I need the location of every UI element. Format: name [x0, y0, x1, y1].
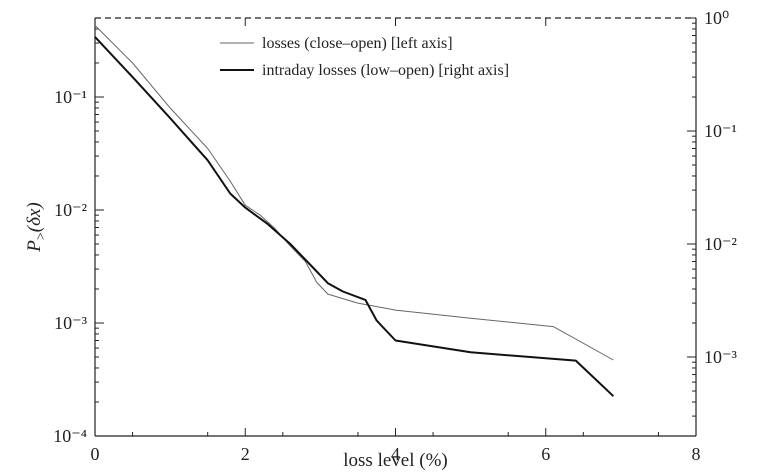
y-axis-title: P>(δx)	[24, 202, 49, 252]
series-line-intraday	[94, 36, 615, 397]
series-layer	[94, 25, 615, 397]
x-tick-label: 4	[391, 444, 400, 464]
right-tick-label: 10⁻²	[704, 234, 737, 254]
left-tick-label: 10⁻⁴	[53, 426, 87, 446]
right-tick-label: 10⁻¹	[704, 121, 737, 141]
axes-layer: 0 2 4 6 8 10⁻¹ 10⁻² 10⁻³ 10⁻⁴ 10⁰ 10⁻¹ 10⁻² 10⁻³	[53, 8, 737, 464]
series-line-close-open	[94, 25, 614, 361]
left-tick-label: 10⁻³	[54, 313, 88, 333]
right-tick-label: 10⁰	[704, 8, 729, 28]
legend-label-close-open: losses (close–open) [left axis]	[262, 35, 453, 52]
x-tick-label: 8	[692, 444, 701, 464]
left-tick-label: 10⁻¹	[54, 87, 87, 107]
left-tick-label: 10⁻²	[54, 200, 87, 220]
x-tick-label: 0	[91, 444, 100, 464]
legend: losses (close–open) [left axis] intraday…	[220, 35, 509, 79]
legend-label-intraday: intraday losses (low–open) [right axis]	[262, 62, 509, 79]
x-axis-title: loss level (%)	[343, 450, 447, 471]
right-tick-label: 10⁻³	[704, 347, 738, 367]
x-tick-label: 6	[541, 444, 550, 464]
x-tick-label: 2	[241, 444, 250, 464]
